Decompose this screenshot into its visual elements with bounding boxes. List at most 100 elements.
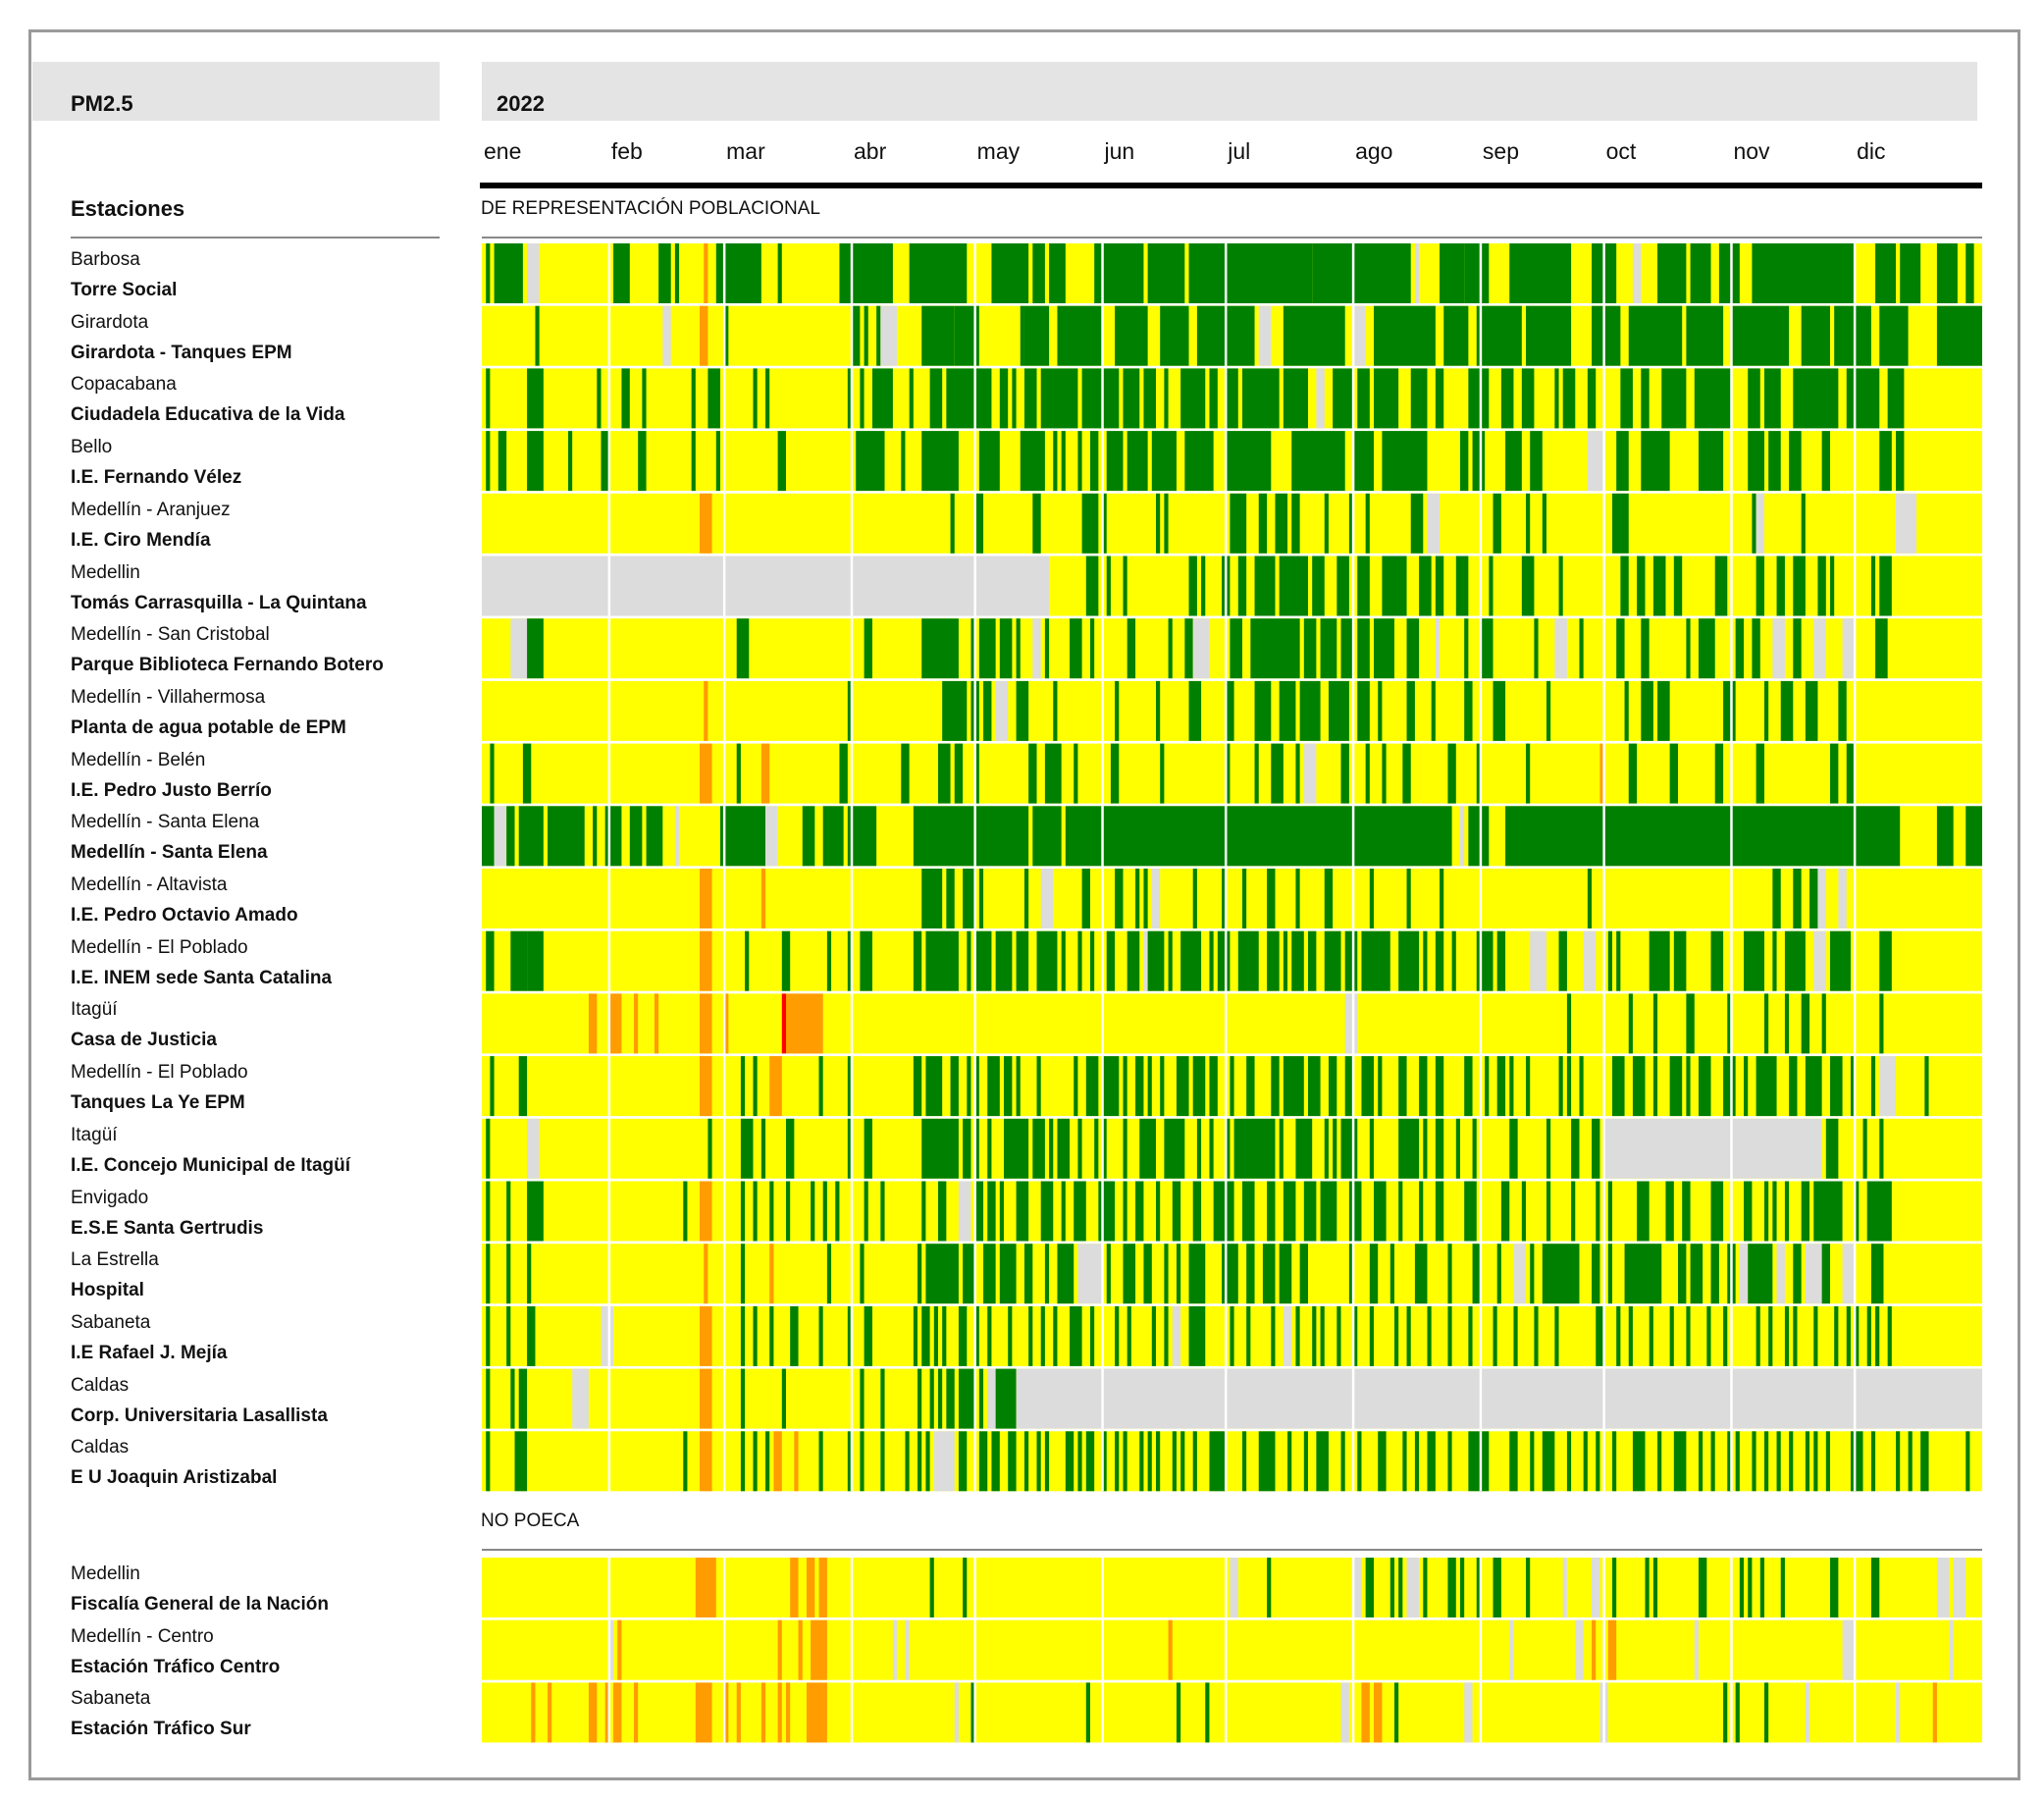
- heatmap-cell-green: [1081, 368, 1120, 429]
- heatmap-cell-green: [1049, 243, 1066, 303]
- heatmap-cell-green: [1566, 1431, 1572, 1492]
- heatmap-cell-green: [1230, 1056, 1234, 1117]
- heatmap-cell-green: [1102, 1431, 1107, 1492]
- heatmap-cell-green: [1870, 556, 1876, 616]
- heatmap-cell-orange: [700, 1368, 712, 1429]
- heatmap-cell-green: [1192, 869, 1197, 928]
- heatmap-cell-green: [1336, 556, 1349, 616]
- heatmap-cell-orange: [548, 1682, 552, 1743]
- heatmap-cell-orange: [736, 1682, 741, 1743]
- heatmap-cell-green: [486, 1305, 491, 1366]
- heatmap-cell-missing: [1316, 368, 1325, 429]
- heatmap-cell-missing: [1283, 1305, 1292, 1366]
- heatmap-cell-green: [1526, 743, 1531, 804]
- heatmap-cell-green: [1817, 556, 1826, 616]
- heatmap-cell-missing: [1530, 930, 1546, 991]
- heatmap-cell-green: [486, 1181, 491, 1242]
- heatmap-cell-green: [1361, 1056, 1375, 1117]
- heatmap-cell-green: [1303, 618, 1317, 679]
- heatmap-cell-green: [860, 1431, 865, 1492]
- heatmap-cell-green: [1870, 1056, 1876, 1117]
- heatmap-cell-green: [1209, 1056, 1218, 1117]
- heatmap-cell-green: [527, 930, 544, 991]
- heatmap-cell-green: [1230, 493, 1247, 554]
- heatmap-cell-green: [1763, 1431, 1769, 1492]
- month-label-sep: sep: [1482, 138, 1520, 164]
- heatmap-cell-green: [1361, 930, 1390, 991]
- heatmap-cell-missing: [1949, 1619, 1954, 1680]
- heatmap-cell-green: [1698, 1558, 1707, 1617]
- heatmap-cell-green: [1447, 1244, 1452, 1304]
- heatmap-cell-green: [1534, 1305, 1539, 1366]
- heatmap-cell-green: [1172, 1431, 1177, 1492]
- heatmap-cell-green: [1271, 1056, 1280, 1117]
- heatmap-cell-green: [1192, 1181, 1202, 1242]
- heatmap-cell-green: [1353, 1305, 1358, 1366]
- heatmap-cell-green: [1500, 1181, 1510, 1242]
- month-label-dic: dic: [1857, 138, 1886, 164]
- heatmap-cell-green: [1328, 680, 1349, 741]
- heatmap-cell-green: [1813, 1305, 1818, 1366]
- heatmap-cell-green: [740, 1056, 746, 1117]
- heatmap-cell-green: [1344, 930, 1358, 991]
- heatmap-row: [482, 680, 1982, 741]
- heatmap-cell-green: [1423, 930, 1428, 991]
- heatmap-cell-green: [1879, 431, 1892, 492]
- heatmap-cell-green: [1596, 1431, 1600, 1492]
- station-name: Tanques La Ye EPM: [71, 1092, 245, 1114]
- heatmap-cell-orange: [633, 1682, 639, 1743]
- heatmap-cell-green: [860, 368, 865, 429]
- heatmap-cell-green: [1348, 493, 1354, 554]
- heatmap-cell-green: [1188, 243, 1313, 303]
- heatmap-cell-green: [1336, 1305, 1341, 1366]
- heatmap-cell-green: [1554, 1305, 1559, 1366]
- heatmap-cell-green: [1879, 1118, 1884, 1179]
- heatmap-cell-missing: [1353, 305, 1366, 366]
- heatmap-cell-green: [999, 368, 1009, 429]
- station-municipality: Sabaneta: [71, 1688, 151, 1710]
- heatmap-cell-green: [1406, 618, 1420, 679]
- heatmap-cell-green: [506, 1244, 511, 1304]
- heatmap-cell-green: [1710, 1181, 1724, 1242]
- heatmap-cell-green: [1258, 1431, 1276, 1492]
- heatmap-cell-green: [1209, 368, 1218, 429]
- heatmap-cell-green: [847, 1056, 853, 1117]
- heatmap-cell-green: [1419, 1056, 1428, 1117]
- heatmap-cell-green: [1127, 431, 1148, 492]
- heatmap-cell-green: [847, 1118, 853, 1179]
- heatmap-cell-green: [1789, 1431, 1794, 1492]
- heatmap-cell-green: [1455, 1118, 1460, 1179]
- heatmap-cell-green: [1900, 243, 1921, 303]
- heatmap-cell-green: [1805, 1431, 1810, 1492]
- heatmap-cell-green: [1698, 618, 1715, 679]
- heatmap-cell-missing: [1192, 618, 1210, 679]
- heatmap-cell-orange: [818, 1558, 827, 1617]
- heatmap-cell-green: [1081, 869, 1090, 928]
- heatmap-cell-green: [852, 305, 861, 366]
- heatmap-cell-green: [1188, 1244, 1206, 1304]
- heatmap-cell-green: [1607, 1244, 1612, 1304]
- heatmap-cell-green: [1053, 1305, 1058, 1366]
- heatmap-cell-green: [1061, 431, 1066, 492]
- heatmap-cell-green: [1279, 556, 1308, 616]
- heatmap-cell-green: [1628, 743, 1638, 804]
- heatmap-cell-green: [1123, 1244, 1136, 1304]
- heatmap-cell-green: [1493, 680, 1506, 741]
- heatmap-cell-green: [1784, 1181, 1790, 1242]
- heatmap-cell-orange: [604, 1682, 609, 1743]
- heatmap-cell-green: [1579, 1056, 1584, 1117]
- heatmap-cell-green: [929, 1368, 934, 1429]
- heatmap-cell-green: [1480, 618, 1494, 679]
- heatmap-cell-green: [864, 1118, 872, 1179]
- heatmap-cell-missing: [1172, 1305, 1181, 1366]
- heatmap-cell-missing: [1896, 1682, 1901, 1743]
- heatmap-cell-missing: [674, 806, 680, 867]
- heatmap-cell-green: [1369, 869, 1375, 928]
- heatmap-cell-orange: [777, 1682, 782, 1743]
- heatmap-cell-green: [1789, 431, 1802, 492]
- heatmap-cell-green: [1184, 431, 1214, 492]
- heatmap-cell-green: [1435, 368, 1444, 429]
- heatmap-cell-green: [1374, 618, 1394, 679]
- heatmap-cell-orange: [695, 1558, 716, 1617]
- heatmap-cell-green: [1398, 1118, 1420, 1179]
